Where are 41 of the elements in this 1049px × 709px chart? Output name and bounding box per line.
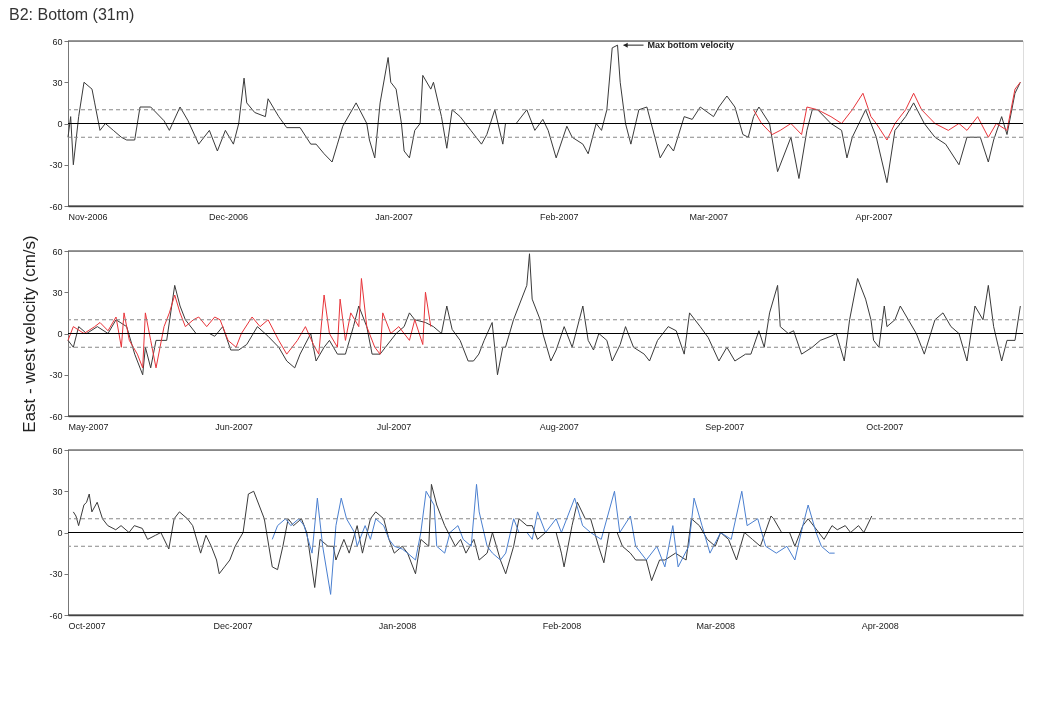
y-tick-label: 60 (52, 246, 63, 257)
y-tick-label: 30 (52, 287, 63, 298)
x-tick-label: Dec-2007 (213, 620, 253, 631)
line-series (72, 483, 873, 588)
x-tick-label: Jan-2007 (375, 211, 413, 222)
y-axis-title: East - west velocity (cm/s) (20, 235, 40, 433)
y-tick-label: 60 (52, 445, 63, 456)
chart-title: B2: Bottom (31m) (8, 6, 135, 23)
y-tick-label: -60 (49, 610, 63, 621)
x-tick-label: Nov-2006 (68, 211, 108, 222)
y-tick-label: 0 (57, 528, 63, 538)
x-tick-label: Aug-2007 (539, 421, 579, 432)
y-tick-label: 0 (57, 119, 63, 129)
line-series (271, 483, 836, 595)
x-tick-label: Feb-2008 (542, 620, 582, 631)
y-tick-label: -30 (49, 569, 63, 580)
y-tick-label: -60 (49, 201, 63, 212)
annotation: Max bottom velocity (647, 40, 735, 51)
y-tick-label: 0 (57, 329, 63, 339)
x-tick-label: May-2007 (68, 421, 109, 432)
y-tick-label: 30 (52, 77, 63, 88)
y-tick-label: -30 (49, 370, 63, 381)
y-tick-label: -30 (49, 160, 63, 171)
x-tick-label: Mar-2007 (689, 211, 728, 222)
x-tick-label: Oct-2007 (866, 421, 904, 432)
line-series (753, 81, 1021, 141)
line-series (67, 253, 1021, 376)
x-tick-label: Jan-2008 (378, 620, 417, 631)
x-tick-label: Dec-2006 (209, 211, 249, 222)
y-tick-label: -60 (49, 411, 63, 422)
x-tick-label: Jun-2007 (215, 421, 253, 432)
x-tick-label: Feb-2007 (540, 211, 579, 222)
y-tick-label: 60 (52, 36, 63, 47)
x-tick-label: Mar-2008 (696, 620, 736, 631)
y-tick-label: 30 (52, 486, 63, 497)
x-tick-label: Sep-2007 (705, 421, 745, 432)
x-tick-label: Apr-2008 (861, 620, 899, 631)
line-series (67, 278, 432, 369)
x-tick-label: Oct-2007 (68, 620, 106, 631)
x-tick-label: Jul-2007 (376, 421, 412, 432)
x-tick-label: Apr-2007 (855, 211, 893, 222)
